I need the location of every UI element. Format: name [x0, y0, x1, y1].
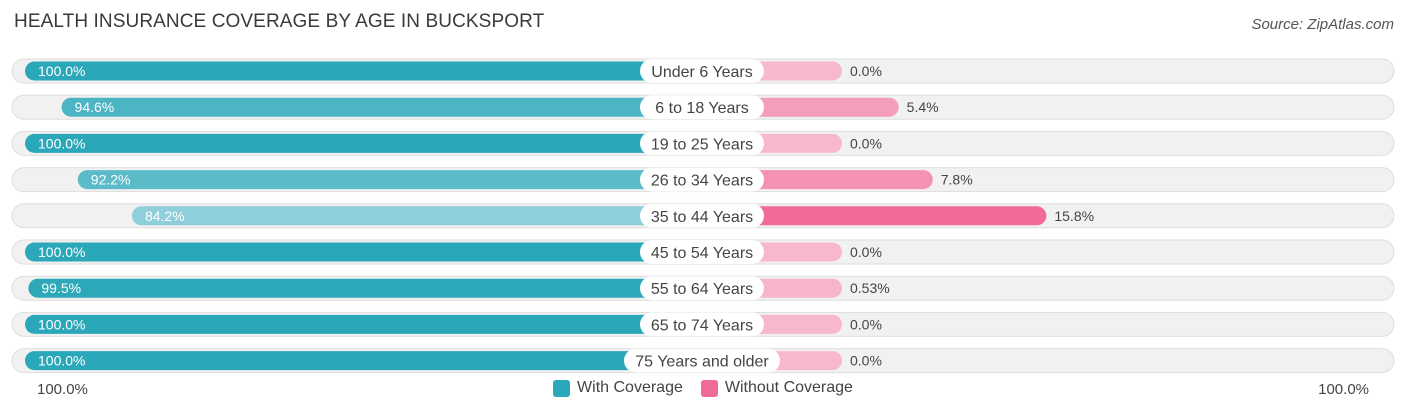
source-note: Source: ZipAtlas.com — [1251, 16, 1394, 33]
legend: With Coverage Without Coverage — [0, 379, 1406, 397]
category-pill — [640, 312, 764, 337]
bar-with-coverage — [131, 206, 710, 226]
label-without-coverage: 0.0% — [850, 353, 882, 369]
label-without-coverage: 15.8% — [1054, 208, 1094, 224]
row-0: 100.0% 0.0% Under 6 Years — [11, 58, 1395, 84]
category-label: 26 to 34 Years — [651, 173, 753, 190]
label-with-coverage: 100.0% — [38, 135, 85, 151]
legend-item-without-coverage[interactable]: Without Coverage — [700, 379, 853, 397]
category-label: Under 6 Years — [651, 64, 752, 81]
category-pill — [640, 131, 764, 156]
bar-with-coverage — [25, 351, 710, 371]
category-pill — [640, 240, 764, 264]
bar-with-coverage — [61, 97, 711, 117]
row-3: 92.2% 7.8% 26 to 34 Years — [11, 167, 1395, 193]
category-pill — [640, 276, 764, 301]
label-with-coverage: 100.0% — [38, 244, 85, 260]
bar-chart: 100.0% 0.0% Under 6 Years 94.6% 5.4% 6 to 18 … — [11, 58, 1395, 374]
category-pill — [640, 59, 764, 83]
label-without-coverage: 7.8% — [941, 172, 973, 188]
axis-right-label: 100.0% — [1318, 381, 1369, 398]
row-5: 100.0% 0.0% 45 to 54 Years — [11, 239, 1395, 265]
legend-label-without-coverage: Without Coverage — [724, 379, 853, 396]
legend-label-with-coverage: With Coverage — [577, 379, 683, 396]
row-4: 84.2% 15.8% 35 to 44 Years — [11, 203, 1395, 229]
legend-swatch-without-coverage — [700, 379, 718, 397]
category-label: 35 to 44 Years — [651, 209, 753, 226]
label-without-coverage: 0.0% — [850, 135, 882, 151]
bar-with-coverage — [77, 170, 710, 190]
label-without-coverage: 0.0% — [850, 244, 882, 260]
legend-item-with-coverage[interactable]: With Coverage — [553, 379, 683, 397]
label-without-coverage: 0.0% — [850, 63, 882, 79]
category-label: 65 to 74 Years — [651, 317, 753, 334]
row-1: 94.6% 5.4% 6 to 18 Years — [11, 94, 1395, 120]
category-pill — [640, 203, 764, 228]
axis-left-label: 100.0% — [37, 381, 88, 398]
row-8: 100.0% 0.0% 75 Years and older — [11, 348, 1395, 374]
category-pill — [624, 348, 780, 373]
label-with-coverage: 100.0% — [38, 63, 85, 79]
label-without-coverage: 5.4% — [907, 99, 939, 115]
label-with-coverage: 84.2% — [145, 208, 185, 224]
bar-with-coverage — [25, 314, 710, 334]
row-6: 99.5% 0.53% 55 to 64 Years — [11, 275, 1395, 301]
label-with-coverage: 100.0% — [38, 316, 85, 332]
bar-with-coverage — [25, 133, 710, 153]
bar-without-coverage — [694, 206, 1047, 226]
bar-with-coverage — [25, 242, 710, 262]
category-pill — [640, 167, 764, 192]
label-with-coverage: 94.6% — [75, 99, 115, 115]
label-without-coverage: 0.53% — [850, 280, 890, 296]
chart-title: HEALTH INSURANCE COVERAGE BY AGE IN BUCK… — [14, 11, 545, 32]
bar-with-coverage — [28, 278, 710, 298]
category-pill — [640, 95, 764, 120]
row-7: 100.0% 0.0% 65 to 74 Years — [11, 311, 1395, 337]
bar-with-coverage — [25, 61, 710, 81]
label-with-coverage: 99.5% — [41, 280, 81, 296]
label-without-coverage: 0.0% — [850, 316, 882, 332]
category-label: 75 Years and older — [635, 354, 769, 371]
category-label: 6 to 18 Years — [655, 100, 748, 117]
category-label: 55 to 64 Years — [651, 281, 753, 298]
category-label: 45 to 54 Years — [651, 245, 753, 262]
label-with-coverage: 92.2% — [91, 172, 131, 188]
legend-swatch-with-coverage — [553, 379, 571, 397]
category-label: 19 to 25 Years — [651, 136, 753, 153]
label-with-coverage: 100.0% — [38, 353, 85, 369]
row-2: 100.0% 0.0% 19 to 25 Years — [11, 130, 1395, 156]
